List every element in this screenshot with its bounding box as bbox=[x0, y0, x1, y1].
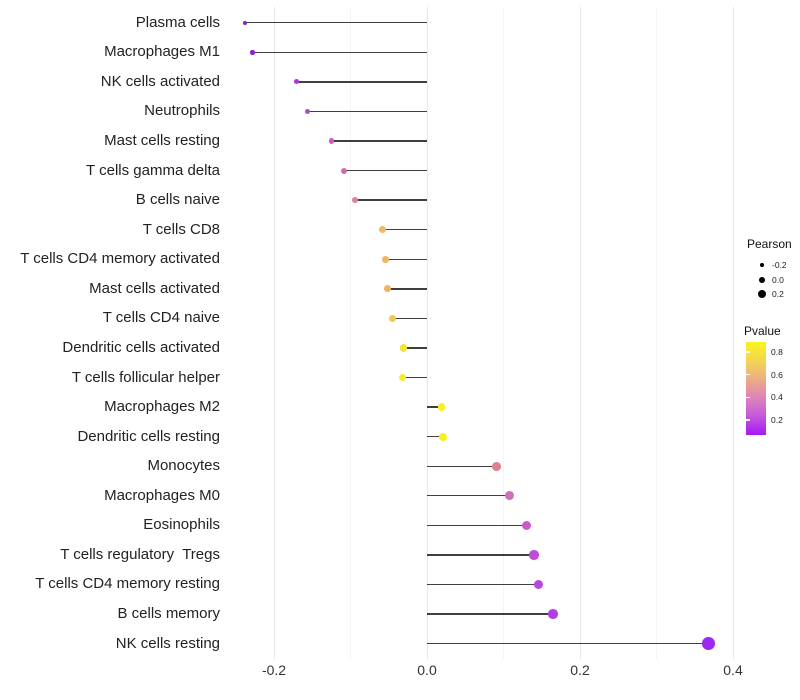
data-point-dot bbox=[437, 403, 446, 411]
colorbar-tick bbox=[746, 396, 750, 399]
lollipop-stem bbox=[355, 199, 427, 201]
data-point-dot bbox=[399, 374, 407, 382]
y-axis-label: Macrophages M2 bbox=[104, 398, 220, 416]
y-axis-label: B cells naive bbox=[135, 191, 220, 209]
gridline-minor bbox=[350, 7, 351, 659]
lollipop-stem bbox=[387, 288, 427, 290]
x-axis-tick-label: 0.0 bbox=[417, 662, 437, 678]
pvalue-colorbar bbox=[746, 342, 766, 435]
y-axis-label: T cells regulatory Tregs bbox=[60, 545, 220, 563]
y-axis-label: Macrophages M1 bbox=[104, 43, 220, 61]
data-point-dot bbox=[399, 344, 407, 352]
data-point-dot bbox=[250, 50, 255, 55]
lollipop-stem bbox=[252, 51, 427, 54]
lollipop-stem bbox=[344, 169, 427, 172]
colorbar-tick bbox=[746, 351, 750, 353]
data-point-dot bbox=[529, 550, 539, 560]
data-point-dot bbox=[548, 609, 559, 619]
data-point-dot bbox=[521, 520, 532, 530]
x-axis-tick-label: 0.2 bbox=[570, 662, 590, 678]
y-axis-label: T cells CD4 naive bbox=[102, 309, 220, 327]
lollipop-stem bbox=[392, 317, 427, 320]
data-point-dot bbox=[305, 108, 311, 115]
colorbar-tick-label: 0.8 bbox=[771, 347, 783, 358]
lollipop-stem bbox=[382, 229, 427, 231]
x-axis-tick-label: 0.4 bbox=[723, 662, 743, 678]
data-point-dot bbox=[492, 461, 501, 471]
lollipop-stem bbox=[427, 495, 510, 497]
lollipop-stem bbox=[244, 22, 427, 24]
legend-pearson-title: Pearson bbox=[747, 237, 792, 251]
data-point-dot bbox=[439, 432, 447, 441]
legend-size-dot bbox=[760, 263, 764, 267]
lollipop-stem bbox=[427, 554, 535, 556]
y-axis-label: T cells gamma delta bbox=[86, 161, 220, 179]
lollipop-stem bbox=[427, 613, 554, 615]
lollipop-stem bbox=[427, 642, 709, 645]
colorbar-tick-label: 0.2 bbox=[771, 414, 783, 425]
gridline-minor bbox=[503, 7, 504, 659]
y-axis-label: Eosinophils bbox=[143, 516, 220, 534]
y-axis-label: NK cells resting bbox=[115, 634, 220, 652]
data-point-dot bbox=[341, 167, 348, 174]
data-point-dot bbox=[389, 315, 396, 322]
data-point-dot bbox=[352, 197, 359, 204]
lollipop-stem bbox=[427, 406, 442, 408]
y-axis-label: T cells CD4 memory resting bbox=[35, 575, 220, 593]
data-point-dot bbox=[702, 637, 715, 650]
lollipop-stem bbox=[385, 258, 427, 260]
gridline-major bbox=[273, 7, 275, 659]
lollipop-stem bbox=[307, 110, 427, 113]
y-axis-label: T cells follicular helper bbox=[71, 368, 220, 386]
legend-pvalue-title: Pvalue bbox=[744, 324, 781, 338]
y-axis-label: Mast cells activated bbox=[89, 279, 220, 297]
lollipop-stem bbox=[427, 583, 539, 586]
data-point-dot bbox=[382, 255, 390, 263]
data-point-dot bbox=[293, 79, 299, 85]
data-point-dot bbox=[242, 20, 247, 25]
lollipop-stem bbox=[403, 347, 427, 349]
gridline-major bbox=[579, 7, 581, 659]
lollipop-stem bbox=[427, 435, 444, 438]
colorbar-tick bbox=[746, 373, 750, 376]
lollipop-stem bbox=[427, 524, 527, 527]
lollipop-stem bbox=[402, 376, 427, 379]
colorbar-tick-label: 0.6 bbox=[771, 369, 783, 380]
y-axis-label: B cells memory bbox=[117, 605, 220, 623]
lollipop-stem bbox=[331, 140, 427, 142]
y-axis-label: Dendritic cells activated bbox=[62, 338, 220, 356]
y-axis-label: Monocytes bbox=[147, 457, 220, 475]
data-point-dot bbox=[383, 285, 391, 293]
lollipop-stem bbox=[427, 465, 497, 467]
data-point-dot bbox=[379, 226, 386, 234]
y-axis-label: Mast cells resting bbox=[104, 132, 220, 150]
legend-size-label: -0.2 bbox=[772, 260, 787, 270]
x-axis-tick-label: -0.2 bbox=[261, 662, 287, 678]
gridline-major bbox=[732, 7, 734, 659]
y-axis-label: NK cells activated bbox=[100, 72, 220, 90]
y-axis-label: Dendritic cells resting bbox=[77, 427, 220, 445]
colorbar-tick-label: 0.4 bbox=[771, 392, 783, 403]
lollipop-stem bbox=[296, 81, 427, 83]
y-axis-label: Macrophages M0 bbox=[104, 486, 220, 504]
y-axis-label: Neutrophils bbox=[144, 102, 220, 120]
y-axis-label: Plasma cells bbox=[135, 13, 220, 31]
data-point-dot bbox=[533, 579, 544, 590]
gridline-major bbox=[426, 7, 428, 659]
legend-size-dot bbox=[759, 276, 765, 283]
colorbar-tick bbox=[746, 419, 750, 421]
legend-size-dot bbox=[758, 290, 766, 299]
y-axis-label: T cells CD4 memory activated bbox=[20, 250, 220, 268]
data-point-dot bbox=[505, 491, 515, 501]
legend-size-label: 0.2 bbox=[772, 289, 784, 300]
legend-size-label: 0.0 bbox=[772, 274, 784, 285]
gridline-minor bbox=[656, 7, 657, 659]
data-point-dot bbox=[328, 138, 335, 144]
y-axis-label: T cells CD8 bbox=[142, 220, 220, 238]
